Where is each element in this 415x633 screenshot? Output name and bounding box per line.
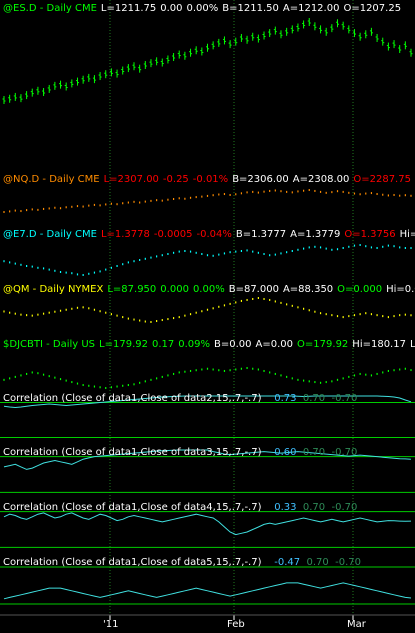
corr2-lower: -0.70 [331,393,358,404]
dj-header-field: Lo [409,339,415,350]
corr3-upper: 0.70 [302,447,326,458]
e7-header-field: -0.04% [196,229,232,240]
nq-header-field: L=2307.00 [103,174,159,185]
corr4-header: Correlation (Close of data1,Close of dat… [3,502,357,514]
corr3-value: 0.60 [274,447,297,458]
corr4-upper: 0.70 [302,502,326,513]
qm-header-field: B=87.000 [228,284,279,295]
e7-header-field: L=1.3778 [100,229,150,240]
qm-header-field: O=0.000 [337,284,383,295]
c4-correlation-line [3,512,412,536]
nq-header-field: B=2306.00 [232,174,289,185]
dj-header: $DJCBTI - Daily US L=179.92 0.17 0.09% B=0.0… [3,339,415,351]
corr4-label: Correlation (Close of data1,Close of dat… [3,502,262,513]
qm-header-field: A=88.350 [282,284,334,295]
dj-header-field: $DJCBTI - Daily US [3,339,96,350]
corr5-header: Correlation (Close of data1,Close of dat… [3,557,361,569]
corr2-value: 0.73 [274,393,297,404]
dj-header-field: L=179.92 [99,339,148,350]
es-header-field: 0.00% [186,3,219,14]
es-header-field: B=1211.50 [222,3,279,14]
dj-header-field: 0.17 [151,339,175,350]
xtick-feb: Feb [227,619,245,630]
es-header-field: @ES.D - Daily CME [3,3,97,14]
corr3-header: Correlation (Close of data1,Close of dat… [3,447,357,459]
dj-header-field: O=179.92 [297,339,349,350]
nq-header-field: O=2287.75 [353,174,411,185]
qm-header: @QM - Daily NYMEX L=87.950 0.000 0.00% B=87.… [3,284,415,296]
qm-header-field: L=87.950 [107,284,157,295]
dj-header-field: A=0.00 [255,339,294,350]
corr5-label: Correlation (Close of data1,Close of dat… [3,557,262,568]
corr2-label: Correlation (Close of data1,Close of dat… [3,393,262,404]
c3-correlation-line [3,449,412,470]
c2-correlation-line [3,395,412,409]
e7-header: @E7.D - Daily CME L=1.3778 -0.0005 -0.04% B=… [3,229,415,241]
nq-header: @NQ.D - Daily CME L=2307.00 -0.25 -0.01% B=2… [3,174,415,186]
corr3-label: Correlation (Close of data1,Close of dat… [3,447,262,458]
corr4-lower: -0.70 [331,502,358,513]
nq-header-field: -0.01% [192,174,229,185]
corr4-value: 0.33 [274,502,297,513]
e7-header-field: @E7.D - Daily CME [3,229,97,240]
qm-header-field: Hi=0.00 [386,284,415,295]
es-header-field: O=1207.25 [343,3,402,14]
corr5-lower: -0.70 [335,557,361,568]
corr5-upper: 0.70 [306,557,329,568]
c5-correlation-line [3,582,412,600]
es-header-field: L=1211.75 [100,3,157,14]
es-header: @ES.D - Daily CME L=1211.75 0.00 0.00% B=121… [3,3,405,15]
es-header-field: 0.00 [160,3,183,14]
dj-header-field: 0.09% [178,339,211,350]
e7-header-field: A=1.3779 [290,229,341,240]
nq-header-field: @NQ.D - Daily CME [3,174,100,185]
e7-header-field: Hi=1 [399,229,415,240]
qm-header-field: 0.000 [160,284,189,295]
e7-header-field: B=1.3777 [235,229,287,240]
xtick-2011: '11 [103,619,119,630]
dj-header-field: Hi=180.17 [352,339,406,350]
xtick-mar: Mar [347,619,366,630]
qm-header-field: 0.00% [192,284,225,295]
es-header-field: A=1212.00 [282,3,340,14]
nq-header-field: A=2308.00 [292,174,350,185]
qm-header-field: @QM - Daily NYMEX [3,284,104,295]
e7-header-field: -0.0005 [153,229,193,240]
nq-header-field: -0.25 [162,174,189,185]
corr5-value: -0.47 [274,557,301,568]
corr2-upper: 0.70 [302,393,326,404]
corr3-lower: -0.70 [331,447,358,458]
dj-header-field: B=0.00 [214,339,252,350]
corr2-header: Correlation (Close of data1,Close of dat… [3,393,357,405]
e7-header-field: O=1.3756 [344,229,396,240]
